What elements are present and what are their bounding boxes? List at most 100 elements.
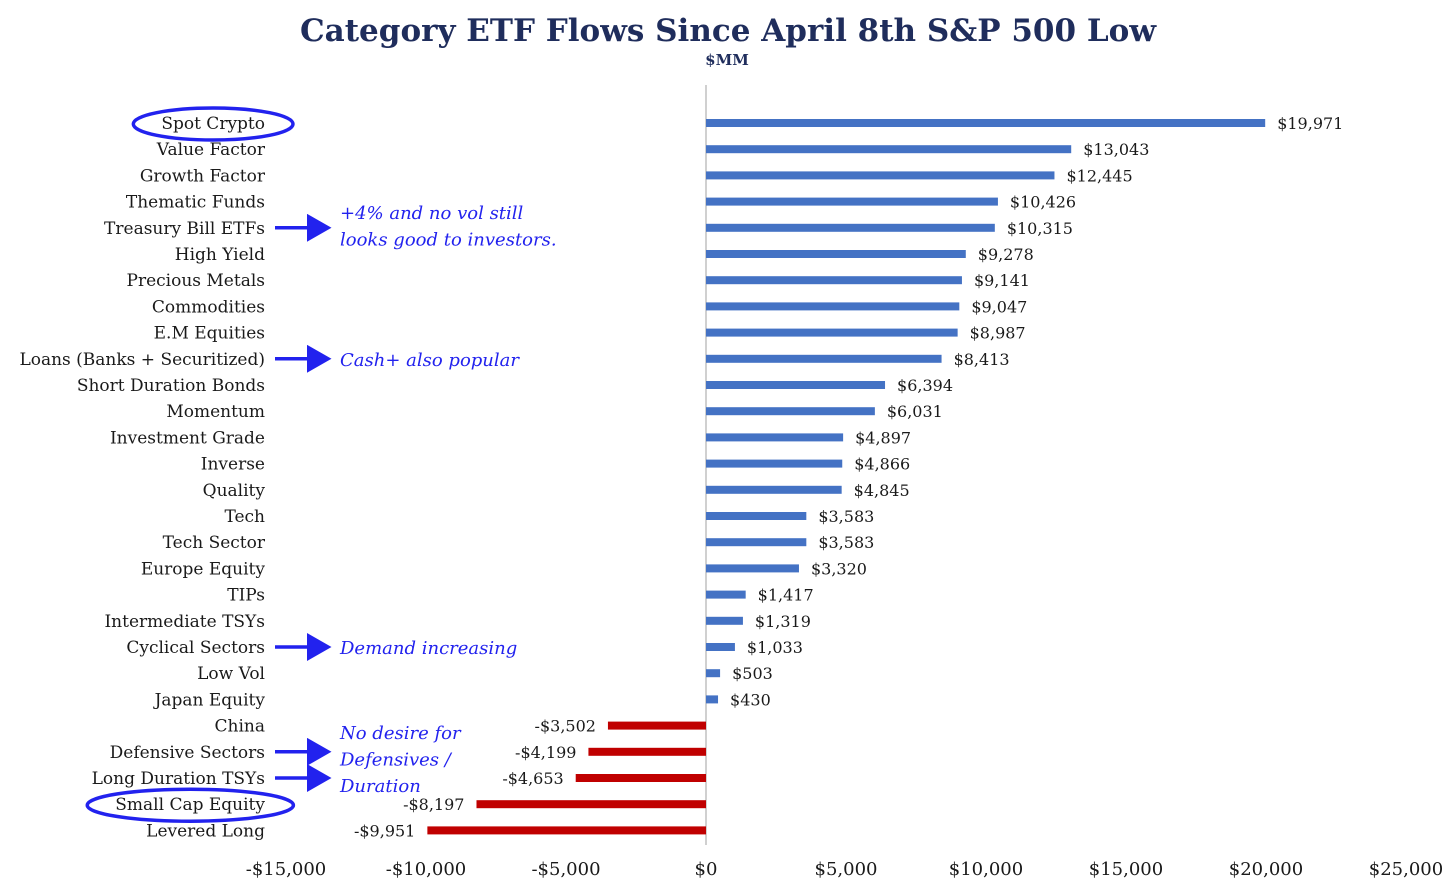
value-label: $1,319: [755, 612, 811, 631]
annotation-note: looks good to investors.: [340, 229, 557, 250]
bar: [427, 826, 706, 835]
bar: [706, 276, 962, 285]
value-label: $6,394: [897, 376, 953, 395]
value-label: $1,417: [758, 586, 814, 605]
category-label: Spot Crypto: [161, 114, 265, 134]
bar: [706, 197, 998, 206]
category-label: Commodities: [152, 297, 265, 317]
bar: [706, 485, 842, 494]
value-label: $8,413: [954, 350, 1010, 369]
value-label: -$4,199: [515, 743, 576, 762]
category-label: Inverse: [201, 455, 265, 475]
category-label: Precious Metals: [127, 271, 266, 291]
category-label: Defensive Sectors: [110, 743, 265, 763]
bars-layer: [427, 119, 1266, 835]
bar: [607, 721, 706, 730]
annotation-note: Duration: [339, 776, 421, 797]
bar: [706, 459, 843, 468]
highlight-oval: [131, 106, 295, 142]
category-label: High Yield: [175, 245, 265, 265]
value-label: -$9,951: [354, 821, 415, 840]
category-label: TIPs: [227, 586, 265, 606]
value-label: $6,031: [887, 402, 943, 421]
category-label: Europe Equity: [141, 559, 266, 579]
category-label: Momentum: [166, 402, 265, 422]
bar: [706, 328, 958, 337]
value-label: -$8,197: [403, 795, 464, 814]
value-label: $9,141: [974, 271, 1030, 290]
value-label: $8,987: [970, 324, 1026, 343]
x-tick-label: $10,000: [949, 859, 1023, 880]
x-tick-label: $0: [695, 859, 718, 880]
category-label: Loans (Banks + Securitized): [19, 350, 265, 370]
value-label: $3,583: [818, 507, 874, 526]
value-label: $3,320: [811, 559, 867, 578]
category-label: Japan Equity: [153, 690, 266, 710]
value-label: $4,866: [854, 455, 910, 474]
value-labels: $19,971 $13,043 $12,445 $10,426 $10,315 $9,27…: [354, 114, 1343, 840]
bar: [706, 590, 746, 599]
value-label: $3,583: [818, 533, 874, 552]
bar: [706, 564, 799, 573]
value-label: $10,426: [1010, 193, 1076, 212]
annotation-note: +4% and no vol still: [340, 203, 524, 224]
bar: [706, 512, 807, 520]
category-label: Small Cap Equity: [115, 795, 265, 815]
bar: [706, 643, 735, 651]
bar: [706, 145, 1072, 154]
x-tick-label: -$15,000: [246, 859, 327, 880]
value-label: -$4,653: [502, 769, 563, 788]
bar: [706, 302, 960, 311]
bar: [706, 695, 719, 704]
value-label: $9,047: [971, 297, 1027, 316]
annotation-note: Cash+ also popular: [340, 350, 520, 371]
value-label: $503: [732, 664, 773, 683]
bar: [588, 747, 706, 756]
x-tick-label: $25,000: [1369, 859, 1443, 880]
bar: [706, 250, 966, 258]
value-label: $12,445: [1066, 166, 1132, 185]
bar: [706, 433, 844, 442]
bar: [706, 616, 743, 625]
value-label: $1,033: [747, 638, 803, 657]
x-tick-label: $5,000: [815, 859, 878, 880]
bar: [706, 171, 1055, 180]
category-label: Short Duration Bonds: [77, 376, 265, 396]
value-label: $4,845: [854, 481, 910, 500]
x-tick-label: -$10,000: [386, 859, 467, 880]
bar: [706, 381, 886, 389]
category-label: Intermediate TSYs: [104, 612, 265, 632]
category-label: Quality: [203, 481, 266, 501]
bar: [706, 669, 721, 678]
highlight-oval: [85, 787, 296, 823]
annotations: +4% and no vol still looks good to invest…: [275, 203, 557, 797]
x-tick-label: $15,000: [1089, 859, 1163, 880]
value-label: $9,278: [978, 245, 1034, 264]
annotation-note: Demand increasing: [339, 638, 517, 659]
value-label: $10,315: [1007, 219, 1073, 238]
category-label: China: [215, 717, 265, 737]
chart-title: Category ETF Flows Since April 8th S&P 5…: [300, 13, 1157, 49]
bar: [575, 774, 706, 782]
annotation-note: No desire for: [339, 723, 462, 744]
chart-subtitle: $MM: [705, 51, 749, 69]
x-tick-label: -$5,000: [531, 859, 600, 880]
bar: [706, 407, 875, 416]
bar: [706, 354, 942, 363]
value-label: $19,971: [1277, 114, 1343, 133]
bar: [706, 538, 807, 547]
value-label: -$3,502: [535, 717, 596, 736]
category-label: Cyclical Sectors: [126, 638, 265, 658]
bar: [706, 223, 995, 232]
category-label: Low Vol: [197, 664, 265, 684]
x-tick-label: $20,000: [1229, 859, 1303, 880]
category-label: Treasury Bill ETFs: [104, 219, 265, 239]
annotation-note: Defensives /: [339, 749, 453, 770]
category-label: Value Factor: [156, 140, 266, 160]
value-label: $13,043: [1083, 140, 1149, 159]
category-label: Thematic Funds: [126, 193, 265, 213]
category-label: E.M Equities: [154, 324, 265, 344]
category-labels: Spot Crypto Value Factor Growth Factor Them…: [19, 114, 265, 841]
value-label: $4,897: [855, 428, 911, 447]
